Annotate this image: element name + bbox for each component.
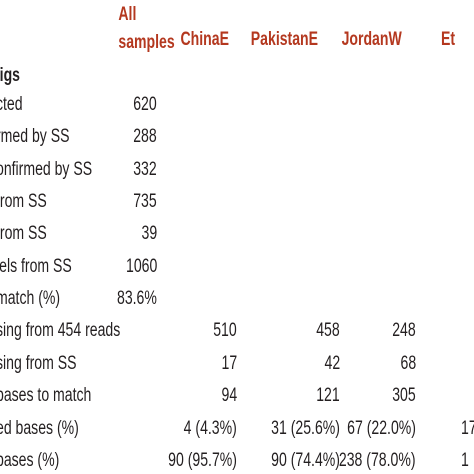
cell-value-text: 67 (22.0%): [347, 417, 416, 439]
cell-value: 248: [384, 320, 416, 342]
cell-value: 83.6%: [103, 288, 157, 310]
row-label: bases to match: [0, 385, 125, 407]
cell-value-text: 1060: [125, 255, 157, 277]
cell-value-text: 238 (78.0%): [339, 449, 416, 471]
row-label-text: rmed by SS: [0, 126, 70, 148]
cell-value-text: 90 (95.7%): [168, 449, 237, 471]
cell-value: 305: [384, 385, 416, 407]
header-cell: PakistanE: [239, 29, 330, 51]
cell-value: 288: [125, 126, 157, 148]
cell-value-text: 42: [324, 352, 340, 374]
row-label: bases (%): [0, 450, 82, 472]
row-label: ed bases (%): [0, 418, 108, 440]
cell-value-text: 39: [141, 223, 157, 245]
cell-value: 17: [461, 418, 474, 440]
cell-value: 17: [216, 353, 237, 375]
header-cell: Et: [441, 29, 460, 51]
row-label-text: cted: [0, 94, 23, 115]
cell-value-text: 248: [392, 320, 416, 342]
cell-value-text: 17: [461, 417, 474, 439]
cell-value: 121: [308, 385, 340, 407]
cell-value: 620: [125, 94, 157, 116]
row-label-text: match (%): [0, 288, 61, 310]
header-cell-text: JordanW: [341, 29, 402, 50]
row-label-text: from SS: [0, 191, 47, 213]
row-label-text: from SS: [0, 223, 47, 245]
cell-value: 31 (25.6%): [247, 418, 340, 440]
cell-value-text: 17: [221, 352, 237, 374]
header-cell: JordanW: [331, 29, 412, 51]
row-label-text: lels from SS: [0, 255, 72, 277]
cell-value: 90 (95.7%): [144, 450, 237, 472]
cell-value: 735: [125, 191, 157, 213]
header-cell-text: PakistanE: [250, 29, 319, 50]
cell-value: 39: [136, 223, 157, 245]
cell-value: 42: [319, 353, 340, 375]
cell-value: 458: [308, 320, 340, 342]
row-label: cted: [0, 94, 32, 116]
cell-value-text: 31 (25.6%): [271, 417, 340, 439]
cell-value-text: 458: [316, 320, 340, 342]
cell-value: 1: [461, 450, 472, 472]
cell-value-text: 68: [400, 352, 416, 374]
cell-value: 1060: [115, 256, 157, 278]
row-label: from SS: [0, 191, 65, 213]
row-label: match (%): [0, 288, 83, 310]
row-label: rmed by SS: [0, 126, 95, 148]
cell-value-text: 305: [392, 385, 416, 407]
cell-value: 94: [216, 385, 237, 407]
cell-value: 68: [395, 353, 416, 375]
cell-value-text: 121: [316, 385, 340, 407]
cell-value: 238 (78.0%): [312, 450, 416, 472]
row-label: from SS: [0, 223, 65, 245]
row-label-text: sing from SS: [0, 352, 77, 374]
cell-value-text: 620: [133, 94, 157, 115]
cell-value: 90 (74.4%): [247, 450, 340, 472]
header-cell-text: Et: [441, 29, 456, 50]
row-label-text: bases to match: [0, 385, 92, 407]
cell-value-text: 90 (74.4%): [271, 449, 340, 471]
cell-value: 67 (22.0%): [323, 418, 416, 440]
cell-value-text: 83.6%: [117, 288, 157, 310]
cell-value-text: 735: [133, 191, 157, 213]
header-cell-text: ChinaE: [180, 29, 229, 50]
cell-value-text: 332: [133, 158, 157, 180]
row-label-text: bases (%): [0, 449, 60, 471]
header-cell-text: All samples: [118, 4, 175, 53]
row-label: onfirmed by SS: [0, 159, 126, 181]
row-label-text: ed bases (%): [0, 417, 79, 439]
cell-value-text: 510: [213, 320, 237, 342]
header-cell: ChinaE: [172, 29, 237, 51]
row-label-text: sing from 454 reads: [0, 320, 121, 342]
cell-value-text: 1: [461, 449, 469, 471]
row-label: lels from SS: [0, 256, 98, 278]
header-cell: All samples: [108, 1, 188, 57]
cell-value-text: 288: [133, 126, 157, 148]
row-label-text: onfirmed by SS: [0, 158, 93, 180]
cell-value-text: 4 (4.3%): [183, 417, 237, 439]
section-title: ted contigs: [0, 65, 56, 87]
row-label: sing from 454 reads: [0, 320, 164, 342]
cell-value: 332: [125, 159, 157, 181]
row-label: sing from SS: [0, 353, 105, 375]
section-title-text: ted contigs: [0, 65, 21, 86]
cell-value-text: 94: [221, 385, 237, 407]
cell-value: 4 (4.3%): [165, 418, 237, 440]
cell-value: 510: [205, 320, 237, 342]
